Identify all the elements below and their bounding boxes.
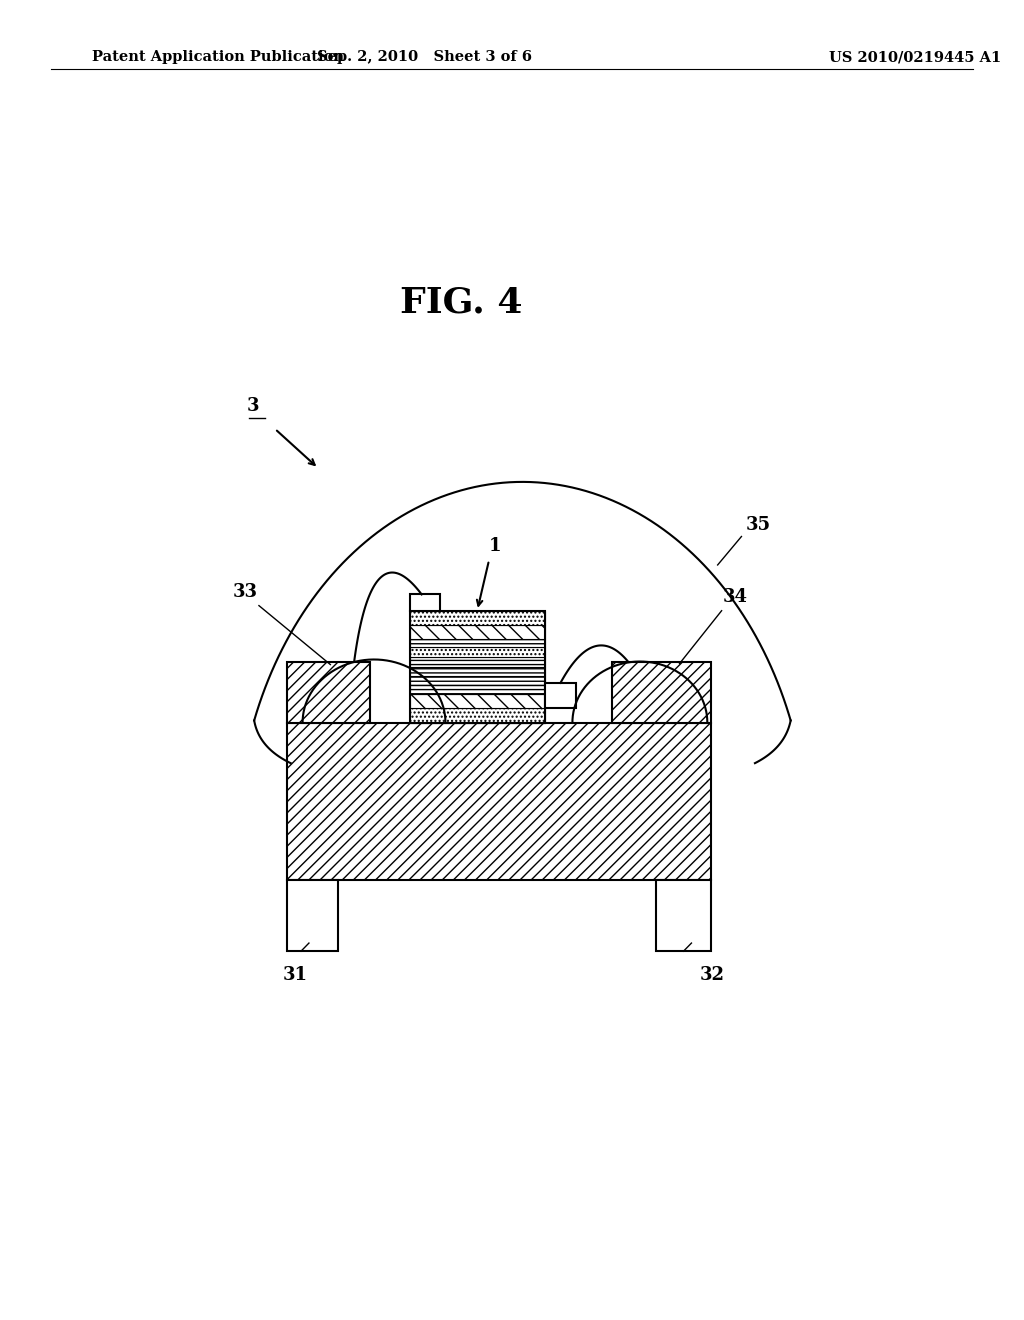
Bar — [410, 685, 545, 694]
Bar — [545, 682, 577, 709]
Bar — [410, 709, 545, 722]
Bar — [410, 694, 545, 709]
Bar — [410, 611, 545, 722]
Bar — [655, 880, 712, 952]
Text: FIG. 4: FIG. 4 — [400, 285, 522, 319]
Bar — [287, 661, 370, 722]
Bar — [410, 676, 545, 685]
Text: 34: 34 — [723, 587, 748, 606]
Text: Sep. 2, 2010   Sheet 3 of 6: Sep. 2, 2010 Sheet 3 of 6 — [317, 50, 532, 65]
Text: 31: 31 — [283, 966, 308, 985]
Text: 33: 33 — [232, 582, 258, 601]
Text: US 2010/0219445 A1: US 2010/0219445 A1 — [829, 50, 1001, 65]
Bar — [287, 880, 338, 952]
Bar — [410, 611, 545, 624]
Text: 3: 3 — [247, 396, 260, 414]
Text: Patent Application Publication: Patent Application Publication — [92, 50, 344, 65]
Bar — [410, 647, 545, 657]
Bar — [287, 722, 712, 880]
Text: 1: 1 — [488, 537, 501, 554]
Bar — [612, 661, 712, 722]
Bar — [410, 624, 545, 639]
Text: 32: 32 — [699, 966, 724, 985]
Bar — [410, 639, 545, 647]
Bar — [410, 594, 440, 611]
Bar — [410, 667, 545, 676]
Text: 35: 35 — [745, 516, 770, 535]
Bar — [410, 657, 545, 667]
